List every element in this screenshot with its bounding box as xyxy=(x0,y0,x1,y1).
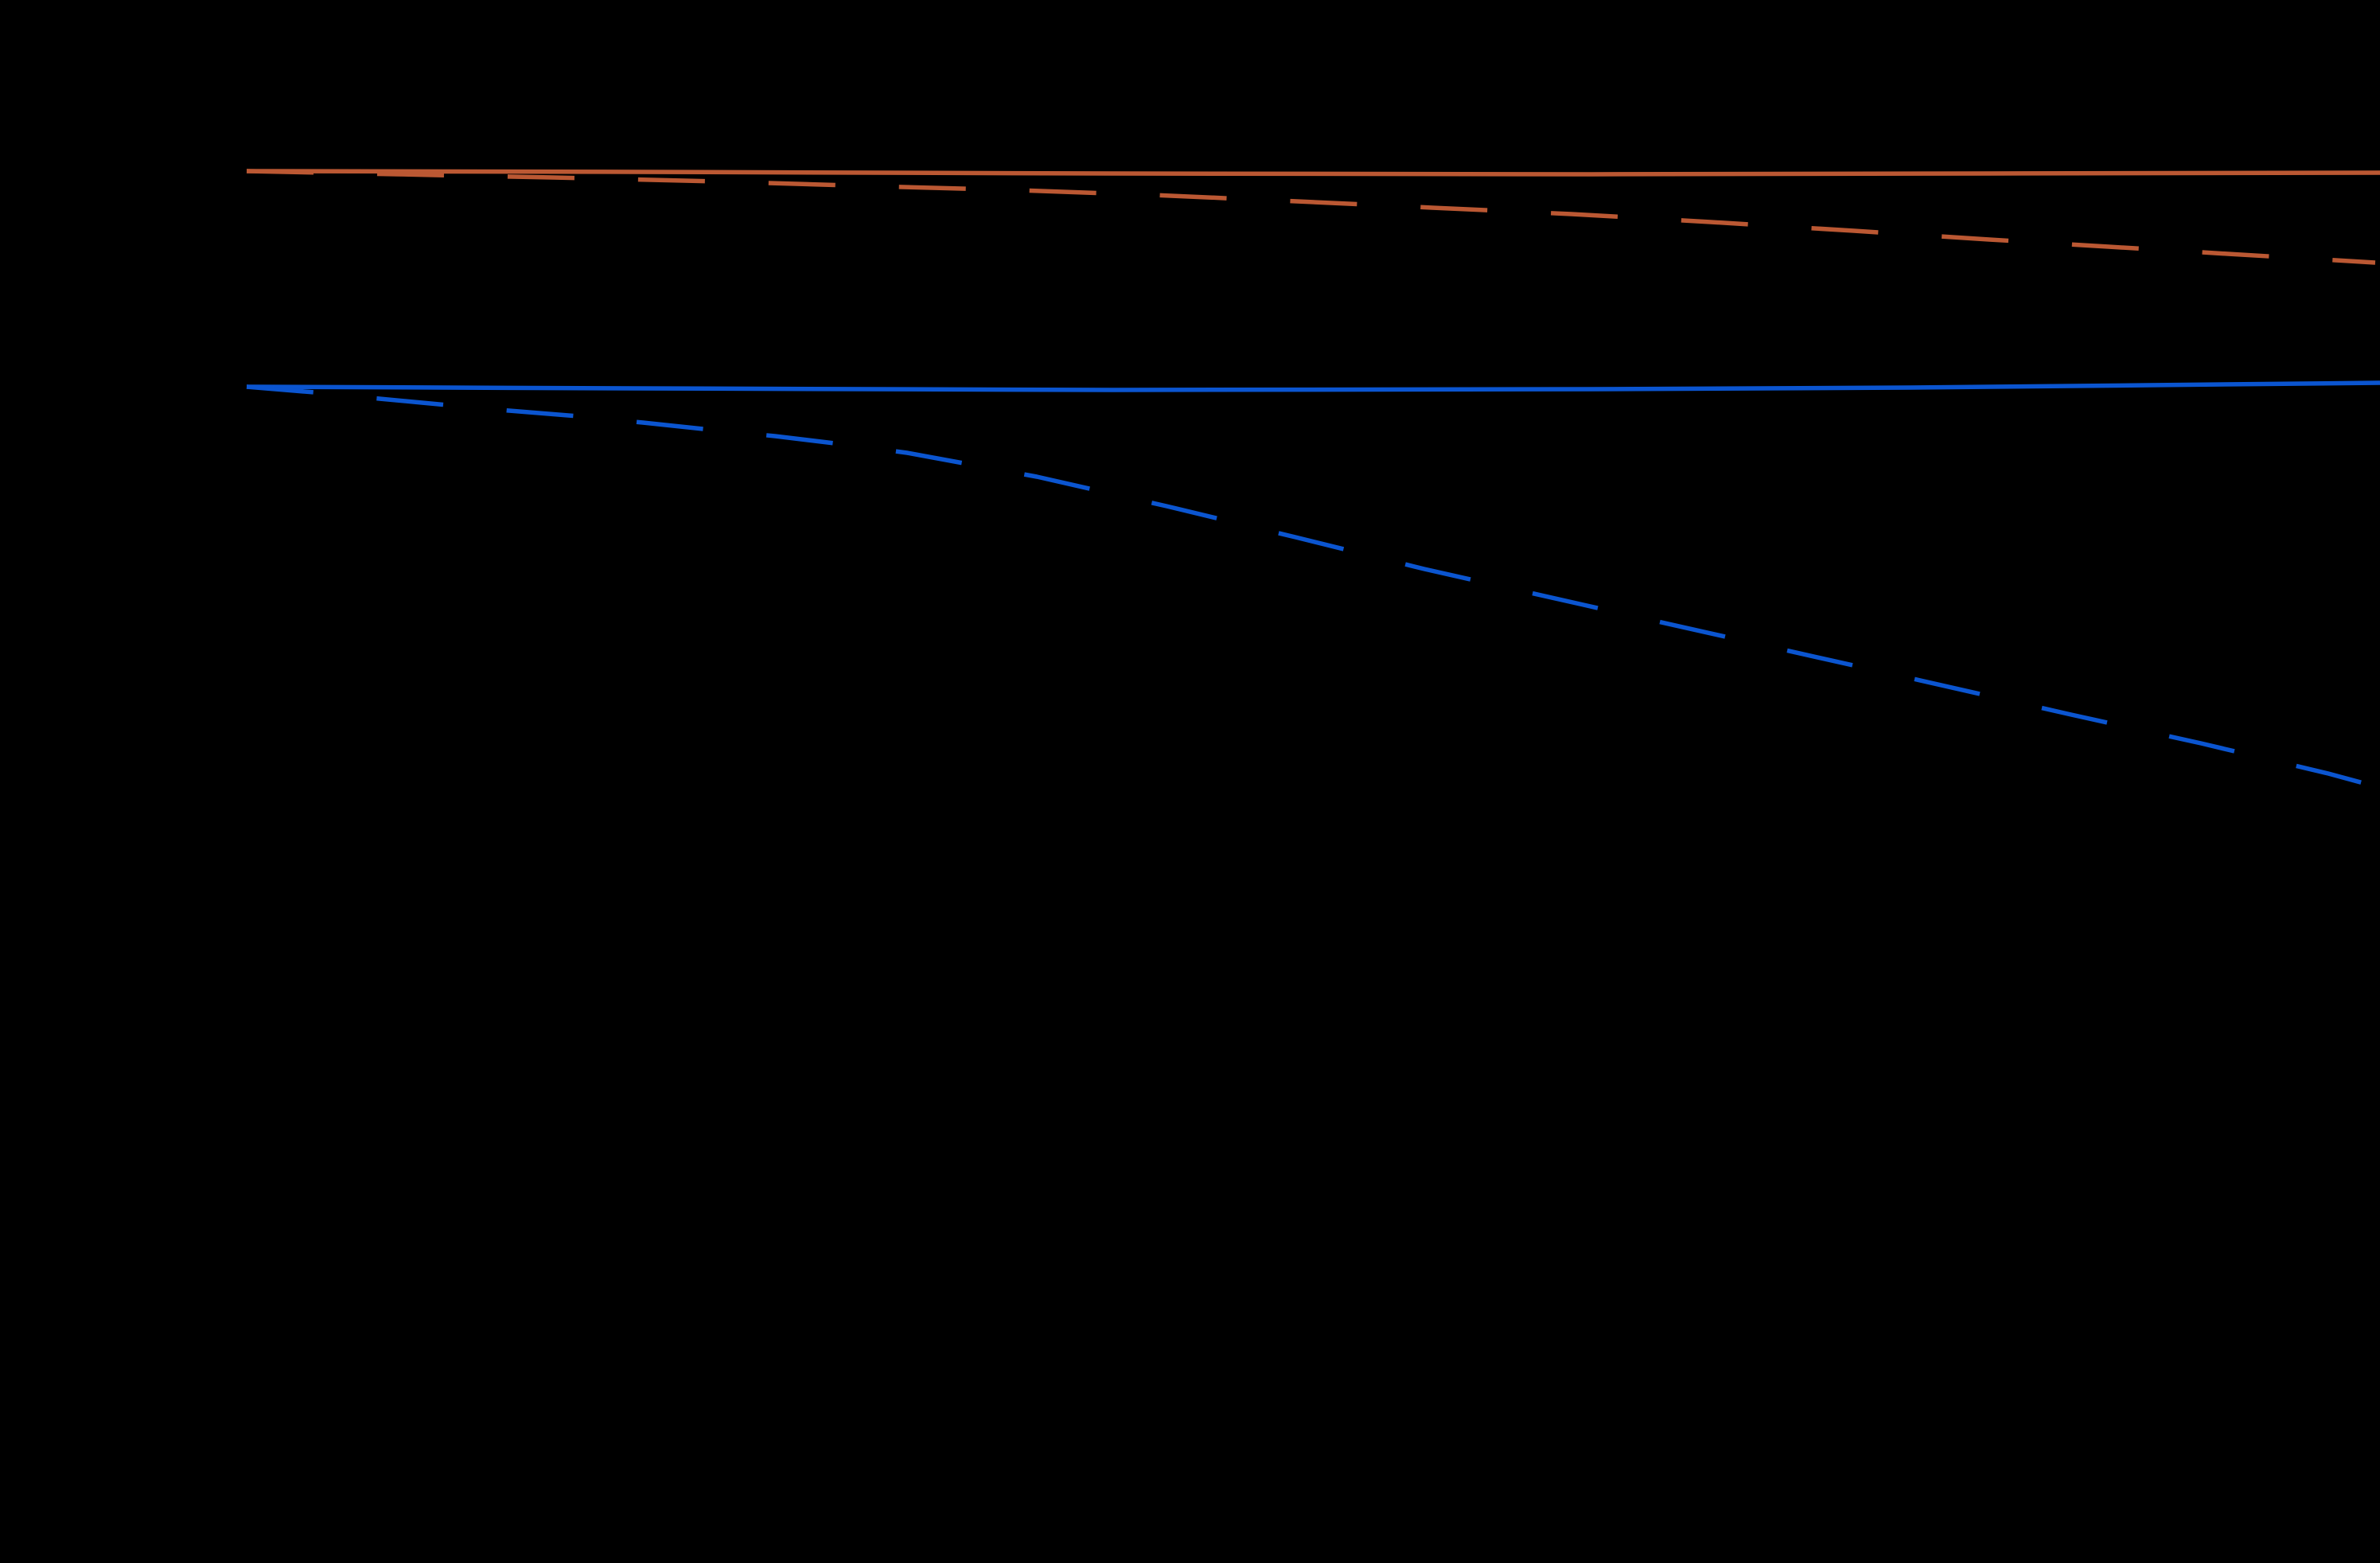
orange-dashed-line xyxy=(246,169,2376,265)
blue-dashed-line xyxy=(246,384,2376,789)
orange-solid-line xyxy=(246,169,2380,177)
blue-solid-line xyxy=(246,380,2380,392)
